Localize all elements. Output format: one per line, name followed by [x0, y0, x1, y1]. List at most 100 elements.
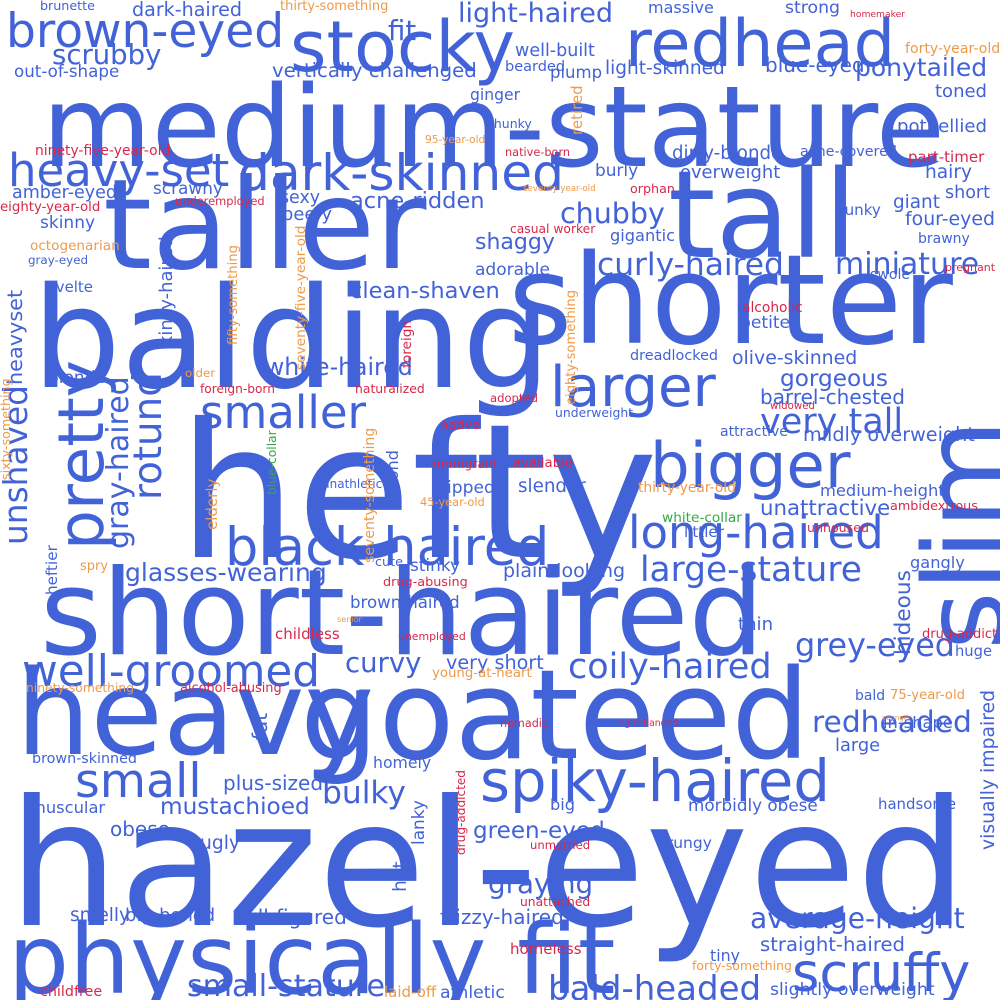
cloud-word: dark-haired — [132, 0, 243, 21]
cloud-word: amber-eyed — [12, 183, 118, 203]
cloud-word: scrubby — [52, 39, 162, 71]
cloud-word: grey-eyed — [795, 627, 955, 664]
cloud-word: gigantic — [610, 226, 675, 245]
cloud-word: giant — [893, 192, 940, 213]
cloud-word: larger — [550, 355, 716, 420]
cloud-word: long-haired — [628, 506, 884, 559]
cloud-word: redheaded — [812, 705, 972, 740]
cloud-word: plus-sized — [223, 771, 324, 795]
cloud-word: childfree — [40, 984, 103, 1000]
cloud-word: alcohol-abusing — [180, 681, 282, 696]
cloud-word: frizzy-haired — [440, 905, 564, 929]
cloud-word: available — [513, 456, 574, 471]
cloud-word: native-born — [505, 146, 571, 159]
cloud-word: homely — [373, 753, 432, 772]
cloud-word: kinky-haired — [156, 236, 177, 346]
cloud-word: right-handed — [618, 718, 679, 729]
cloud-word: drug-addicted — [454, 770, 468, 855]
cloud-word: adorable — [475, 260, 550, 280]
cloud-word: sixty-something — [0, 378, 13, 480]
cloud-word: skinny — [40, 213, 96, 233]
cloud-word: graying — [488, 867, 594, 900]
cloud-word: potbellied — [897, 116, 987, 137]
cloud-word: nomadic — [500, 717, 549, 730]
cloud-word: acne-ridden — [350, 188, 485, 214]
cloud-word: fit — [388, 15, 417, 47]
cloud-word: fat — [248, 712, 272, 740]
cloud-word: older — [185, 366, 216, 380]
cloud-word: dark-skinned — [238, 143, 564, 202]
cloud-word: thirty-something — [280, 0, 389, 14]
cloud-word: in-shape — [883, 713, 953, 732]
cloud-word: adopted — [490, 391, 538, 405]
cloud-word: green-eyed — [473, 818, 605, 844]
cloud-word: shaggy — [475, 230, 555, 255]
cloud-word: clean-shaven — [350, 278, 500, 304]
cloud-word: slightly overweight — [770, 980, 935, 1000]
cloud-word: ugly — [200, 833, 240, 854]
cloud-word: strong — [785, 0, 840, 18]
cloud-word: four-eyed — [905, 208, 995, 230]
cloud-word: smelly — [70, 905, 130, 926]
cloud-word: olive-skinned — [732, 347, 858, 369]
cloud-word: smaller — [200, 386, 367, 439]
cloud-word: overweight — [680, 162, 781, 183]
cloud-word: small-stature — [187, 969, 386, 1000]
cloud-word: ripped — [440, 478, 495, 498]
cloud-word: blue-eyed — [765, 53, 865, 77]
cloud-word: unathletic — [322, 477, 383, 491]
cloud-word: elderly — [203, 478, 221, 530]
cloud-word: younger — [882, 714, 911, 722]
cloud-word: small — [75, 754, 202, 809]
cloud-word: hazel-eyed — [8, 764, 968, 967]
cloud-word: hairy — [925, 162, 972, 183]
cloud-word: big — [550, 795, 576, 814]
cloud-word: heavy-set — [8, 144, 230, 197]
cloud-word: swole — [870, 267, 911, 283]
cloud-word: heftier — [43, 545, 61, 595]
cloud-word: ninety-five-year-old — [35, 143, 171, 159]
cloud-word: black-haired — [225, 517, 550, 578]
cloud-word: blond — [383, 450, 402, 495]
cloud-word: gray-eyed — [28, 253, 89, 267]
cloud-word: svelte — [48, 278, 93, 296]
cloud-word: hefty — [178, 384, 659, 602]
cloud-word: straight-haired — [760, 933, 905, 956]
cloud-word: fifty-something — [226, 244, 241, 345]
cloud-word: well-built — [515, 41, 595, 61]
cloud-word: ponytailed — [855, 53, 988, 82]
cloud-word: barrel-chested — [760, 385, 905, 409]
cloud-word: balding — [32, 258, 551, 421]
cloud-word: well-groomed — [22, 646, 321, 697]
cloud-word: heavyset — [3, 289, 27, 385]
cloud-word: medium-stature — [42, 62, 946, 193]
cloud-word: gray-haired — [101, 376, 136, 549]
cloud-word: ninety-something — [26, 681, 134, 695]
cloud-word: 45-year-old — [420, 495, 485, 509]
cloud-word: underemployed — [175, 194, 265, 208]
cloud-word: full-figured — [238, 905, 347, 929]
cloud-word: retired — [568, 85, 586, 135]
cloud-word: athletic — [440, 983, 505, 1000]
cloud-word: out-of-shape — [14, 61, 120, 81]
cloud-word: bald-headed — [548, 969, 762, 1000]
cloud-word: forty-year-old — [905, 41, 1000, 57]
cloud-word: unattractive — [760, 496, 891, 521]
cloud-word: unhoused — [807, 520, 869, 535]
cloud-word: spry — [80, 559, 109, 574]
cloud-word: hunky — [835, 201, 881, 219]
cloud-word: obese — [110, 817, 170, 841]
cloud-word: huge — [955, 643, 992, 660]
cloud-word: seventy-five-year-old — [293, 225, 309, 370]
cloud-word: gangly — [910, 553, 965, 572]
cloud-word: physically fit — [8, 904, 616, 1000]
cloud-word: shorter — [508, 229, 953, 373]
cloud-word: chubby — [560, 197, 665, 230]
cloud-word: octogenarian — [30, 238, 120, 254]
cloud-word: thin — [738, 614, 774, 635]
cloud-word: unmarried — [530, 838, 591, 852]
cloud-word: unattached — [520, 895, 591, 909]
cloud-word: bald — [855, 688, 886, 704]
cloud-word: seventy-year-old — [523, 184, 596, 194]
cloud-word: foreign — [399, 319, 415, 368]
